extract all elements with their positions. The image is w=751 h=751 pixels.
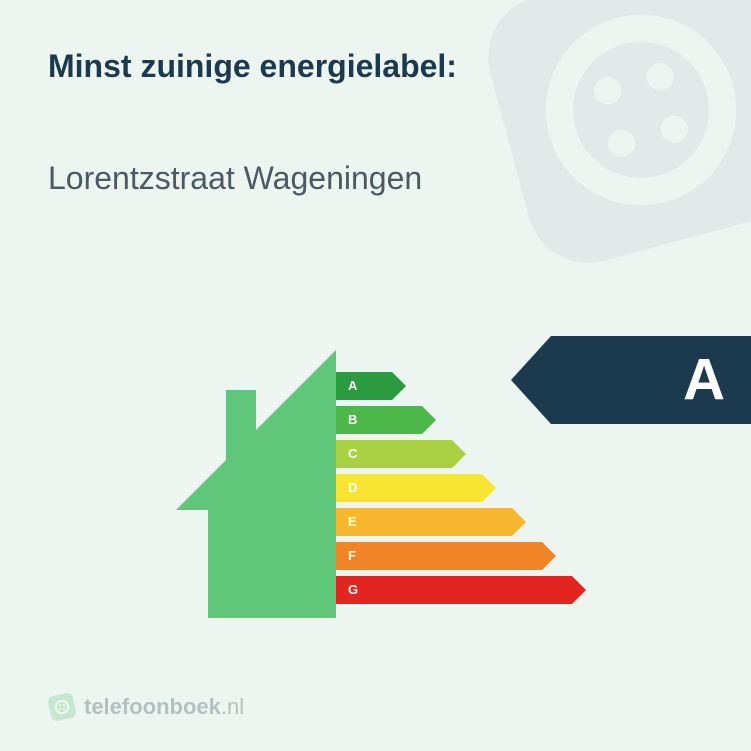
energy-bar-letter: A (348, 378, 357, 393)
footer-brand-text: telefoonboek.nl (84, 694, 244, 720)
energy-bar-letter: D (348, 480, 357, 495)
energy-bar-letter: E (348, 514, 357, 529)
address-line: Lorentzstraat Wageningen (48, 160, 422, 197)
house-icon (136, 340, 336, 630)
phonebook-icon (48, 693, 76, 721)
energy-bar-letter: G (348, 582, 358, 597)
energy-bar-letter: B (348, 412, 357, 427)
selected-energy-letter: A (683, 347, 725, 414)
watermark-phonebook-icon (433, 0, 751, 318)
energy-bar-letter: F (348, 548, 356, 563)
footer-brand-name: telefoonboek (84, 694, 221, 719)
energy-bar-letter: C (348, 446, 357, 461)
footer-brand: telefoonboek.nl (48, 693, 244, 721)
selected-energy-label: A (511, 336, 751, 424)
page-title: Minst zuinige energielabel: (48, 48, 457, 85)
footer-brand-tld: .nl (221, 694, 244, 719)
